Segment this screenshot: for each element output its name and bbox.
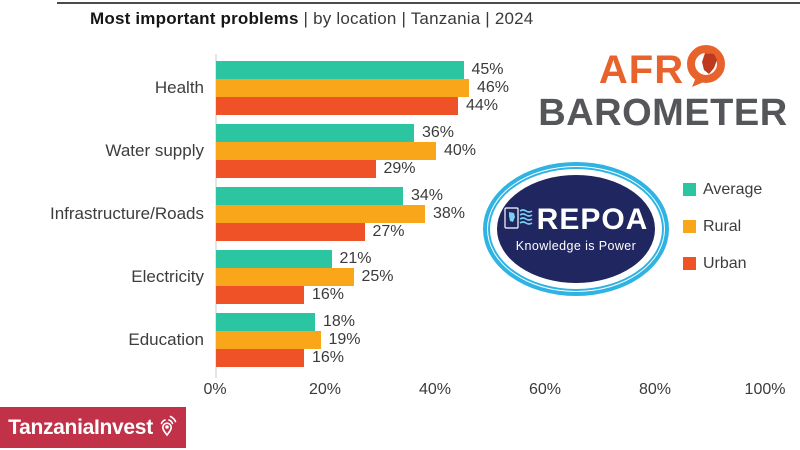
bar-rural [216, 268, 354, 286]
bar-value-label: 44% [466, 97, 499, 114]
bar-value-label: 45% [471, 61, 504, 78]
repoa-emblem: REPOA Knowledge is Power [497, 175, 655, 283]
bar-value-label: 40% [444, 142, 477, 159]
afrobarometer-word1: AFR [528, 45, 798, 95]
bar-value-label: 19% [328, 331, 361, 348]
repoa-book-waves-icon [504, 206, 534, 235]
chart-title: Most important problems | by location | … [90, 9, 533, 29]
category-label: Electricity [131, 267, 204, 286]
category-label: Water supply [105, 141, 204, 160]
chart-legend: Average Rural Urban [683, 181, 762, 292]
bar-value-label: 27% [372, 223, 405, 240]
signal-pin-icon [156, 413, 178, 442]
afrobarometer-word2: BAROMETER [538, 92, 788, 134]
bar-value-label: 25% [361, 268, 394, 285]
repoa-name: REPOA [536, 203, 649, 236]
bar-value-label: 34% [411, 187, 444, 204]
repoa-tagline: Knowledge is Power [515, 239, 637, 253]
africa-speech-bubble-icon [685, 45, 727, 95]
legend-item-rural: Rural [683, 218, 762, 235]
bar-value-label: 46% [477, 79, 510, 96]
legend-swatch [683, 183, 696, 196]
bar-value-label: 16% [312, 286, 345, 303]
bar-average [216, 61, 464, 79]
bar-urban [216, 160, 376, 178]
bar-rural [216, 331, 321, 349]
repoa-logo: REPOA Knowledge is Power [483, 162, 669, 296]
legend-label: Average [703, 180, 763, 198]
x-axis-tick: 80% [638, 381, 672, 398]
bar-value-label: 29% [383, 160, 416, 177]
x-axis-tick: 60% [528, 381, 562, 398]
x-axis-tick: 20% [308, 381, 342, 398]
category-label: Education [128, 330, 204, 349]
bar-value-label: 38% [433, 205, 466, 222]
x-axis-tick: 0% [203, 381, 227, 398]
legend-item-average: Average [683, 181, 762, 198]
bar-value-label: 36% [422, 124, 455, 141]
bar-rural [216, 142, 436, 160]
bar-average [216, 187, 403, 205]
bar-value-label: 18% [323, 313, 356, 330]
tanzaniainvest-badge: TanzaniaInvest [0, 407, 186, 448]
legend-swatch [683, 257, 696, 270]
bar-rural [216, 205, 425, 223]
x-axis-tick: 40% [418, 381, 452, 398]
x-axis-tick: 100% [744, 381, 786, 398]
bar-average [216, 313, 315, 331]
legend-item-urban: Urban [683, 255, 762, 272]
chart-title-main: Most important problems [90, 9, 299, 28]
bar-urban [216, 97, 458, 115]
bar-value-label: 16% [312, 349, 345, 366]
chart-title-sub: | by location | Tanzania | 2024 [303, 9, 534, 28]
bar-average [216, 250, 332, 268]
afrobarometer-logo: AFR BAROMETER [528, 45, 798, 134]
category-label: Health [154, 78, 204, 97]
bar-urban [216, 286, 304, 304]
legend-label: Rural [703, 217, 742, 235]
legend-label: Urban [703, 254, 747, 272]
bar-rural [216, 79, 469, 97]
bar-urban [216, 223, 365, 241]
repoa-inner-ring [488, 167, 664, 291]
top-rule [57, 2, 800, 4]
legend-swatch [683, 220, 696, 233]
afro-text: AFR [598, 48, 685, 92]
category-label: Infrastructure/Roads [49, 204, 204, 223]
bar-value-label: 21% [339, 250, 372, 267]
tanzaniainvest-text: TanzaniaInvest [8, 416, 153, 439]
bar-urban [216, 349, 304, 367]
bar-average [216, 124, 414, 142]
